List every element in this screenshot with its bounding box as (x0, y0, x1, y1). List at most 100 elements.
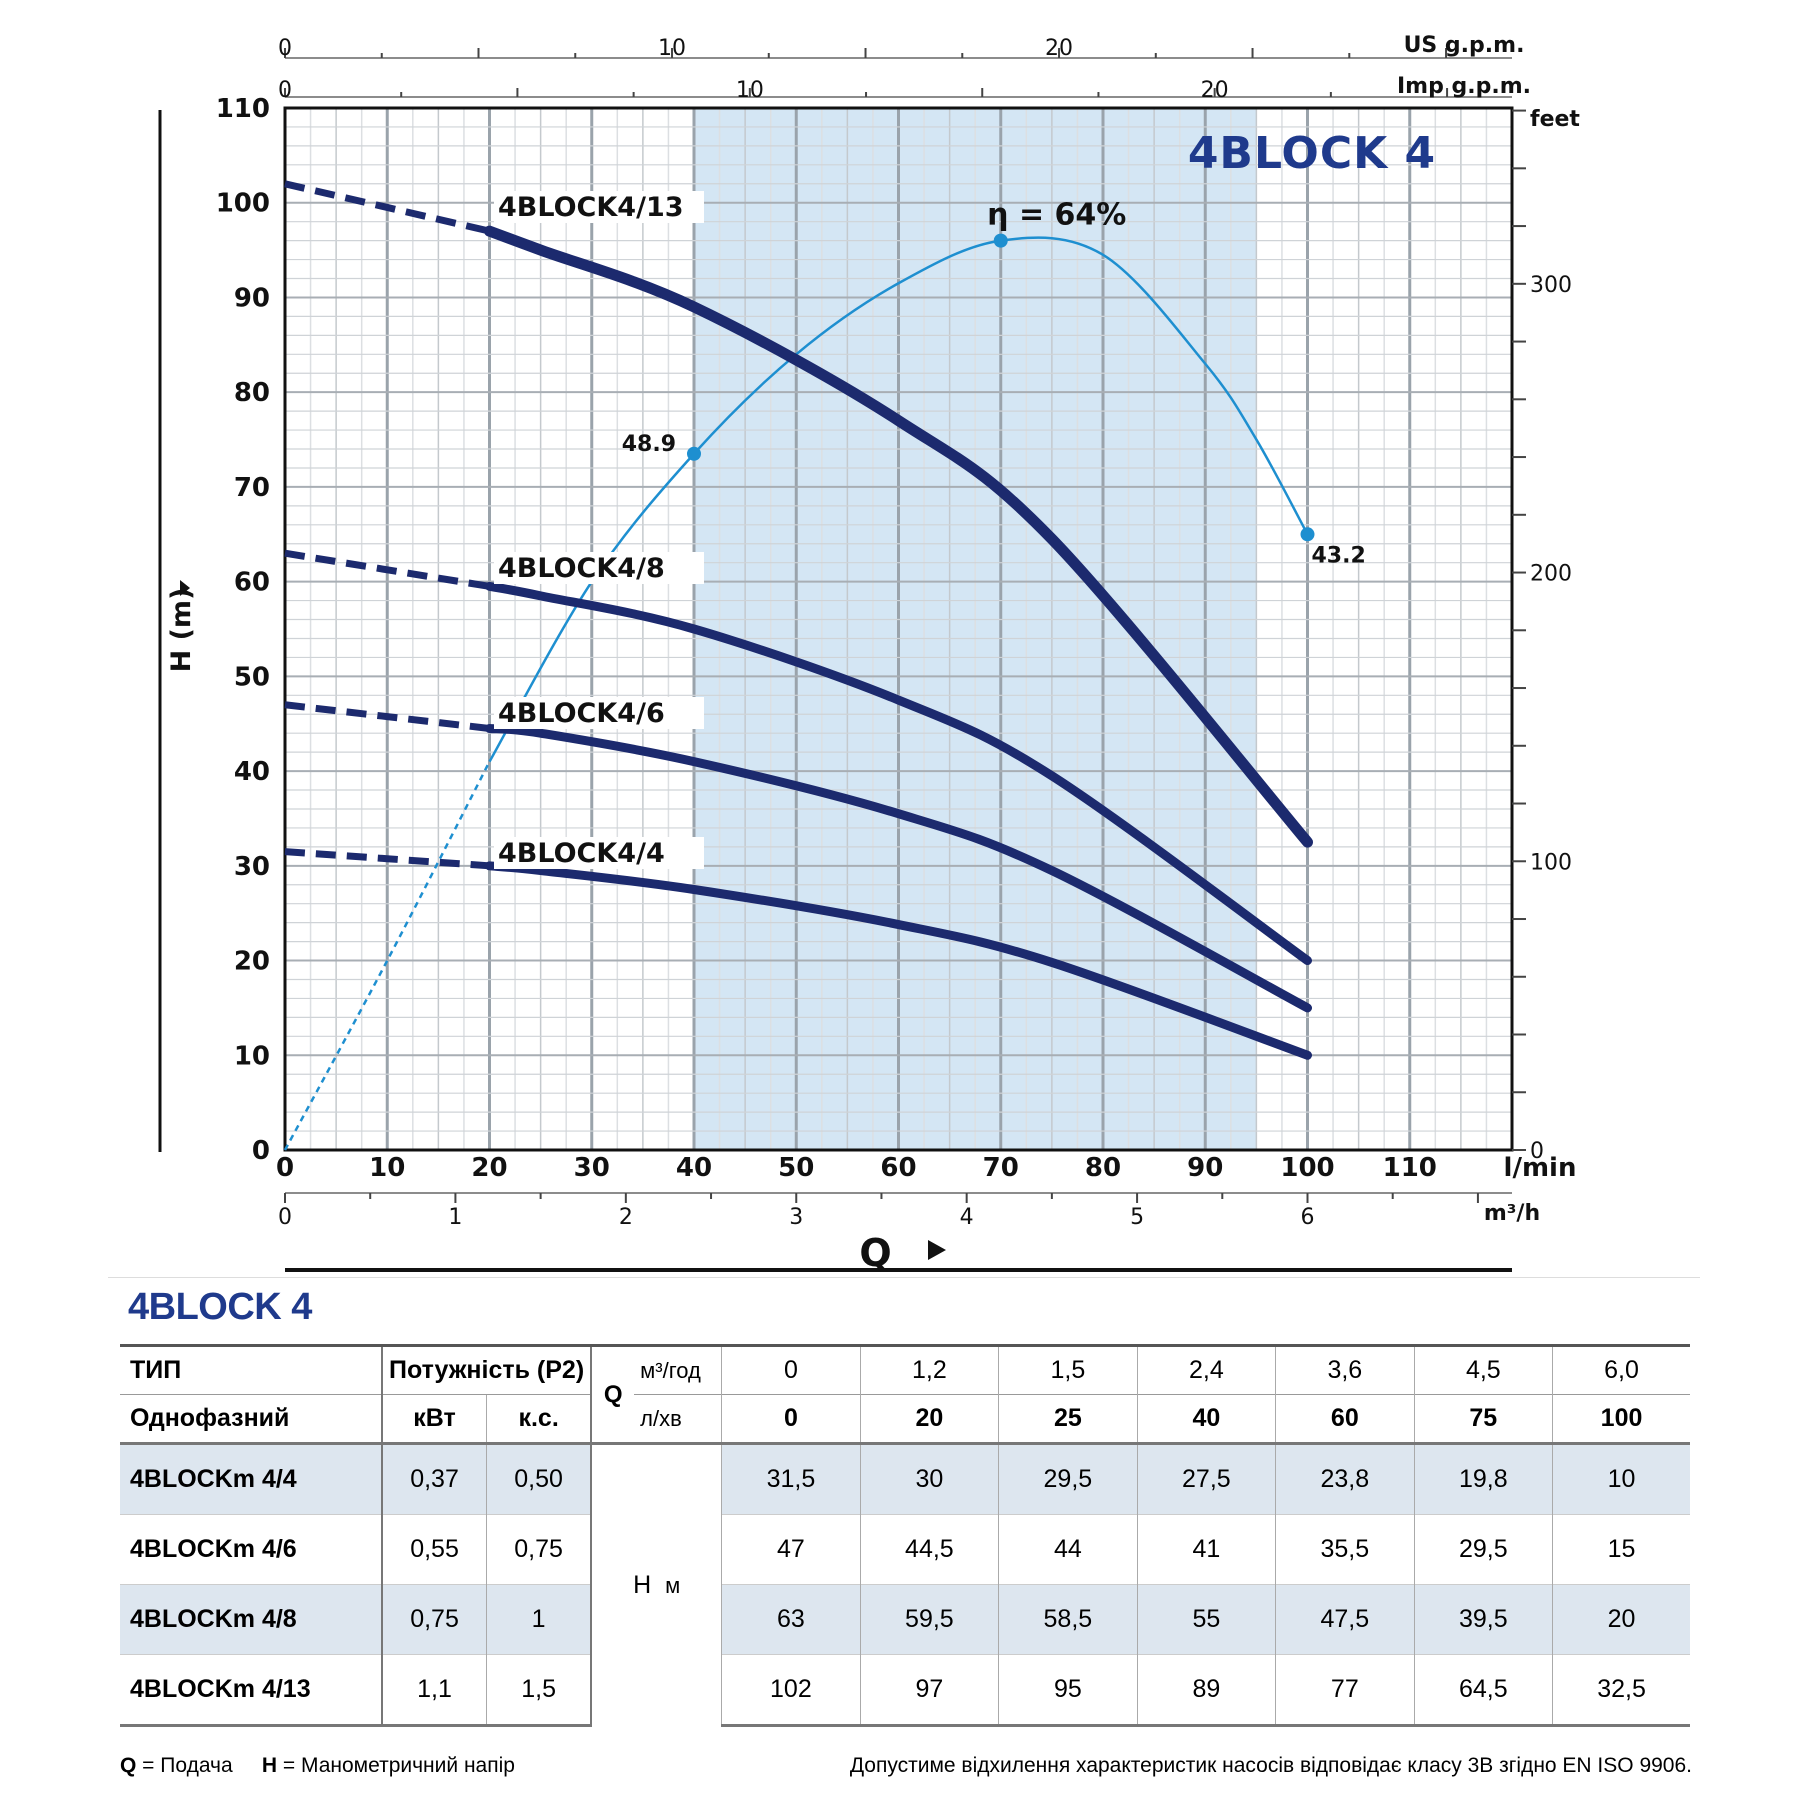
table-row: 4BLOCKm 4/13 1,1 1,5 102 97 95 89 77 64,… (120, 1654, 1690, 1727)
x-tick-label: 0 (276, 1153, 294, 1183)
x-tick-label: 20 (471, 1153, 507, 1183)
h-cell: 29,5 (998, 1442, 1138, 1515)
y-tick-label: 20 (234, 947, 270, 977)
x-unit-label: l/min (1504, 1153, 1577, 1183)
feet-tick-label: 100 (1530, 850, 1572, 875)
table-title: 4BLOCK 4 (128, 1286, 312, 1328)
y-tick-label: 90 (234, 283, 270, 313)
q-m3-0: 0 (721, 1344, 861, 1395)
curve-label: 4BLOCK4/4 (498, 838, 665, 869)
h-cell: 59,5 (859, 1584, 999, 1655)
h-cell: 44 (998, 1514, 1138, 1585)
pump-curve-dashed (284, 701, 490, 732)
hp-header: к.с. (486, 1394, 592, 1444)
table-header-row-2: Однофазний кВт к.с. л/хв 0 20 25 40 60 7… (120, 1394, 1690, 1444)
m3h-tick-label: 1 (448, 1205, 462, 1230)
q-l-0: 0 (721, 1394, 861, 1444)
hp-cell: 1 (486, 1584, 592, 1655)
curve-label: 4BLOCK4/6 (498, 698, 665, 729)
us-tick-label: 10 (658, 36, 686, 61)
efficiency-label-end: 43.2 (1312, 543, 1366, 568)
h-cell: 15 (1552, 1514, 1690, 1585)
pump-curve-dashed (284, 180, 491, 235)
footer-h-key: H (261, 1754, 278, 1777)
efficiency-point (687, 446, 701, 461)
pump-curve (484, 225, 1313, 848)
feet-unit-label: feet (1530, 107, 1580, 132)
footer-q-text: = Подача (136, 1754, 233, 1777)
type-header: ТИП (120, 1344, 382, 1395)
h-cell: 47 (721, 1514, 861, 1585)
us-tick-label: 0 (278, 36, 292, 61)
y-tick-label: 110 (216, 94, 270, 124)
table-row: 4BLOCKm 4/8 0,75 1 63 59,5 58,5 55 47,5 … (120, 1584, 1690, 1655)
efficiency-peak-label: η = 64% (987, 198, 1126, 233)
m3h-tick-label: 2 (619, 1205, 633, 1230)
q-m3-2: 1,5 (998, 1344, 1138, 1395)
q-m3-3: 2,4 (1136, 1344, 1276, 1395)
h-cell: 44,5 (859, 1514, 999, 1585)
h-cell: 102 (721, 1654, 861, 1727)
x-tick-label: 110 (1383, 1153, 1437, 1183)
x-tick-label: 40 (676, 1153, 712, 1183)
x-tick-label: 50 (778, 1153, 814, 1183)
hp-cell: 1,5 (486, 1654, 592, 1727)
m3h-tick-label: 6 (1301, 1205, 1315, 1230)
h-cell: 19,8 (1413, 1442, 1553, 1515)
h-cell: 47,5 (1275, 1584, 1415, 1655)
hp-cell: 0,50 (486, 1442, 592, 1515)
h-cell: 10 (1552, 1442, 1690, 1515)
q-l-2: 25 (998, 1394, 1138, 1444)
kw-cell: 0,75 (381, 1584, 487, 1655)
y-tick-label: 60 (234, 568, 270, 598)
q-l-1: 20 (859, 1394, 999, 1444)
efficiency-curve-dashed (283, 761, 491, 1151)
separator-line (108, 1277, 1700, 1278)
y-tick-label: 40 (234, 757, 270, 787)
h-cell: 27,5 (1136, 1442, 1276, 1515)
h-cell: 20 (1552, 1584, 1690, 1655)
performance-table: ТИП Потужність (P2) Q м³/год 0 1,2 1,5 2… (120, 1344, 1690, 1727)
phase-header: Однофазний (120, 1394, 382, 1444)
pump-curve-dashed (284, 848, 490, 870)
curve-label: 4BLOCK4/13 (498, 192, 684, 223)
us-tick-label: 20 (1045, 36, 1073, 61)
q-m3-6: 6,0 (1552, 1344, 1690, 1395)
h-cell: 35,5 (1275, 1514, 1415, 1585)
efficiency-curve (488, 236, 1309, 763)
h-cell: 41 (1136, 1514, 1276, 1585)
y-tick-label: 70 (234, 473, 270, 503)
feet-tick-label: 200 (1530, 562, 1572, 587)
y-tick-label: 80 (234, 378, 270, 408)
curve-label: 4BLOCK4/8 (498, 553, 665, 584)
kw-header: кВт (381, 1394, 487, 1444)
x-tick-label: 100 (1280, 1153, 1334, 1183)
h-unit: м (665, 1572, 681, 1598)
kw-cell: 0,55 (381, 1514, 487, 1585)
m3h-tick-label: 4 (960, 1205, 974, 1230)
pump-curve (485, 723, 1312, 1013)
hp-cell: 0,75 (486, 1514, 592, 1585)
curve-label-bg (494, 837, 704, 869)
x-axis-title: Q (859, 1231, 892, 1275)
x-tick-label: 60 (880, 1153, 916, 1183)
q-header: Q (590, 1344, 635, 1444)
m3h-tick-label: 5 (1130, 1205, 1144, 1230)
plot-frame (283, 106, 1514, 1152)
y-tick-label: 30 (234, 852, 270, 882)
model-cell: 4BLOCKm 4/13 (120, 1654, 382, 1727)
pump-curve (485, 581, 1312, 966)
footer-q-key: Q (120, 1754, 137, 1777)
footer-legend: Q = Подача H = Манометричний напір (120, 1754, 515, 1778)
h-cell: 95 (998, 1654, 1138, 1727)
q-m3-5: 4,5 (1413, 1344, 1553, 1395)
efficiency-point (993, 233, 1008, 248)
footer-note: Допустиме відхилення характеристик насос… (849, 1754, 1692, 1777)
q-unit-l: л/хв (634, 1394, 722, 1444)
pump-curve-dashed (284, 549, 491, 590)
m3h-unit-label: m³/h (1484, 1201, 1540, 1226)
y-axis-arrow-icon (180, 580, 190, 596)
footer-h-text: = Манометричний напір (277, 1754, 515, 1777)
imp-tick-label: 20 (1201, 78, 1229, 103)
